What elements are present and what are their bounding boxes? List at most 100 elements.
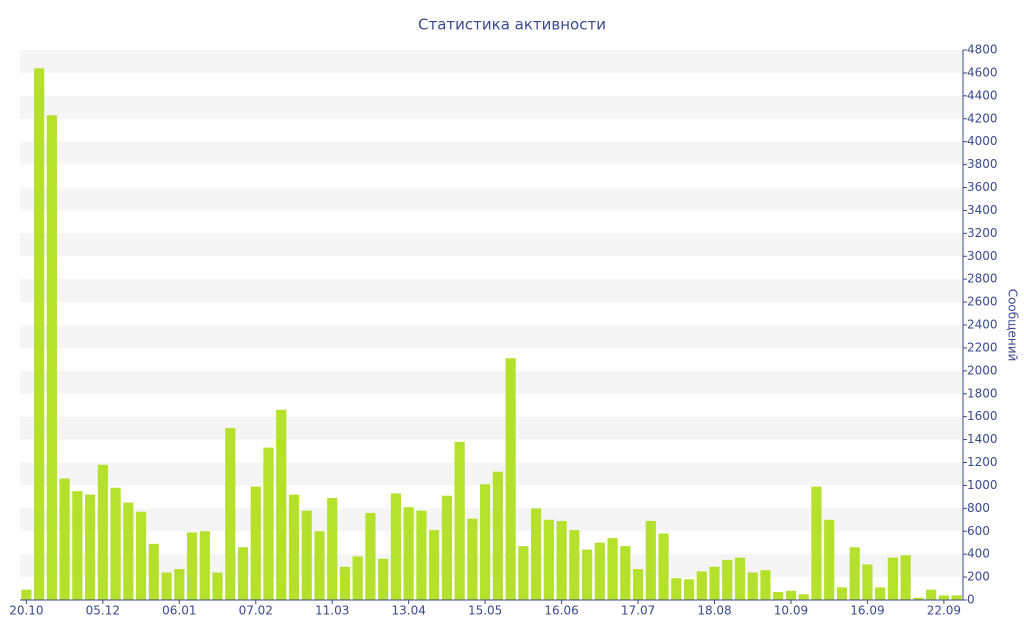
bar (314, 531, 325, 600)
bar (862, 564, 873, 600)
y-axis-label: Сообщений (1006, 289, 1020, 362)
x-tick-label: 22.09 (927, 604, 961, 618)
bar (365, 512, 376, 600)
bar (620, 546, 631, 600)
bar (97, 464, 108, 600)
bar (339, 566, 351, 600)
x-tick-label: 07.02 (239, 604, 273, 618)
bar (569, 530, 580, 600)
x-tick-label: 13.04 (391, 604, 425, 618)
bar (505, 358, 516, 600)
grid-band (20, 95, 963, 119)
bar (543, 519, 554, 600)
bar (454, 441, 465, 600)
x-tick-label: 18.08 (697, 604, 731, 618)
x-tick-label: 15.05 (468, 604, 502, 618)
bar (709, 566, 720, 600)
y-tick-label: 4600 (967, 65, 998, 79)
y-tick-label: 2800 (967, 272, 998, 286)
y-tick-label: 600 (967, 524, 990, 538)
bar (174, 569, 185, 600)
grid-band (20, 50, 963, 73)
bar (913, 597, 924, 600)
y-tick-label: 3800 (967, 157, 998, 171)
bar (734, 557, 746, 600)
bar (301, 510, 312, 600)
bar (849, 547, 860, 600)
y-tick-label: 800 (967, 501, 990, 515)
grid-band (20, 279, 963, 303)
y-tick-label: 2400 (967, 318, 998, 332)
bar (199, 531, 210, 600)
y-tick-label: 0 (967, 593, 975, 607)
bar (594, 542, 605, 600)
y-tick-label: 1000 (967, 478, 998, 492)
bar (683, 579, 695, 600)
bar (352, 556, 363, 600)
x-tick-label: 17.07 (621, 604, 655, 618)
y-tick-label: 1400 (967, 432, 998, 446)
x-tick-label: 10.09 (774, 604, 808, 618)
bar (607, 538, 618, 600)
grid-band (20, 141, 963, 165)
bar (123, 502, 134, 600)
grid-band (20, 233, 963, 257)
y-tick-label: 2000 (967, 363, 998, 377)
bar (926, 589, 937, 600)
bar (441, 495, 452, 600)
y-tick-label: 1200 (967, 455, 998, 469)
bar (556, 520, 567, 600)
bar (531, 508, 542, 600)
y-tick-label: 3200 (967, 226, 998, 240)
y-tick-label: 2600 (967, 295, 998, 309)
bar (836, 587, 848, 600)
y-tick-label: 3000 (967, 249, 998, 263)
x-tick-label: 11.03 (315, 604, 349, 618)
x-tick-label: 05.12 (86, 604, 120, 618)
chart-title: Статистика активности (418, 16, 606, 34)
bar (581, 549, 593, 600)
bar (186, 532, 198, 600)
bar (824, 519, 835, 600)
x-tick-label: 20.10 (9, 604, 43, 618)
y-tick-label: 4000 (967, 134, 998, 148)
bar (59, 478, 70, 600)
bar (518, 546, 529, 600)
bar (237, 547, 249, 600)
bar (21, 589, 32, 600)
bar (276, 409, 287, 600)
y-tick-label: 1800 (967, 386, 998, 400)
bar (467, 518, 478, 600)
bar (403, 507, 414, 600)
bar (84, 494, 96, 600)
y-tick-label: 200 (967, 570, 990, 584)
bar (492, 471, 503, 600)
bar (747, 572, 758, 600)
bar (811, 486, 822, 600)
grid-band (20, 462, 963, 486)
grid-band (20, 325, 963, 348)
y-tick-label: 3600 (967, 180, 998, 194)
grid-band (20, 187, 963, 211)
bar (34, 68, 45, 601)
bar (327, 498, 338, 600)
bar (938, 595, 949, 600)
y-tick-label: 4200 (967, 111, 998, 125)
x-tick-label: 16.09 (850, 604, 884, 618)
bar (632, 569, 644, 600)
y-tick-label: 400 (967, 547, 990, 561)
bar (875, 587, 886, 600)
bar (110, 487, 121, 600)
grid-band (20, 370, 963, 394)
bar (46, 115, 57, 600)
bar (645, 520, 656, 600)
bar (212, 572, 223, 600)
bar (951, 595, 962, 600)
bar (263, 447, 274, 600)
y-tick-label: 4400 (967, 88, 998, 102)
bar (390, 493, 402, 600)
bar (148, 543, 159, 600)
bar (429, 530, 440, 600)
bar (161, 572, 172, 600)
bar (135, 511, 147, 600)
